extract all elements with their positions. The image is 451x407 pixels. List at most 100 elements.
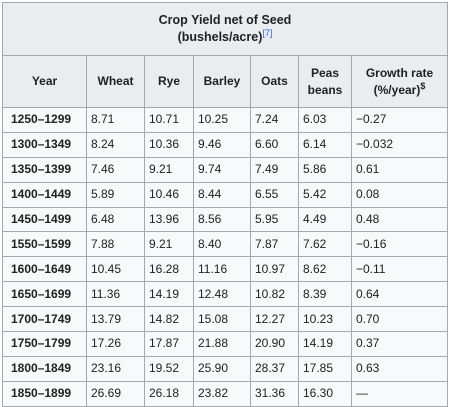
value-cell: 5.86 [298, 156, 352, 183]
table-title: Crop Yield net of Seed [158, 13, 292, 27]
column-header-label: Barley [203, 74, 241, 88]
value-cell: 23.82 [193, 380, 251, 407]
value-cell: 19.52 [144, 355, 194, 382]
column-header-label: Growth rate [365, 65, 434, 80]
period-cell: 1600–1649 [2, 256, 87, 283]
table-subtitle: (bushels/acre) [177, 30, 263, 44]
period-cell: 1800–1849 [2, 355, 87, 382]
column-header-label: Year [31, 74, 58, 88]
column-header-year: Year [2, 55, 87, 108]
value-cell: 17.85 [298, 355, 352, 382]
value-cell: −0.032 [351, 131, 448, 158]
value-cell: 7.49 [250, 156, 299, 183]
column-header-label: Rye [157, 74, 180, 88]
value-cell: 8.71 [86, 107, 145, 133]
value-cell: 10.36 [144, 131, 194, 158]
value-cell: 13.79 [86, 306, 145, 333]
value-cell: 9.74 [193, 156, 251, 183]
value-cell: 21.88 [193, 331, 251, 357]
table-row: 1550–1599 7.88 9.21 8.40 7.87 7.62 −0.16 [2, 231, 448, 258]
value-cell: 28.37 [250, 355, 299, 382]
value-cell: 16.30 [298, 380, 352, 407]
value-cell: 11.36 [86, 281, 145, 308]
value-cell: 31.36 [250, 380, 299, 407]
table-row: 1600–1649 10.45 16.28 11.16 10.97 8.62 −0.11 [2, 256, 448, 283]
value-cell: 10.45 [86, 256, 145, 283]
table-caption: Crop Yield net of Seed (bushels/acre)[7] [2, 2, 448, 56]
value-cell: 9.21 [144, 231, 194, 258]
table-row: 1250–1299 8.71 10.71 10.25 7.24 6.03 −0.27 [2, 107, 448, 133]
value-cell: 6.03 [298, 107, 352, 133]
column-header-wheat: Wheat [86, 55, 145, 108]
value-cell: 7.24 [250, 107, 299, 133]
table-body: 1250–1299 8.71 10.71 10.25 7.24 6.03 −0.27 1300… [2, 107, 448, 407]
value-cell: −0.27 [351, 107, 448, 133]
value-cell: 17.26 [86, 331, 145, 357]
value-cell: 8.24 [86, 131, 145, 158]
value-cell: 10.46 [144, 181, 194, 208]
value-cell: 14.19 [144, 281, 194, 308]
value-cell: 0.64 [351, 281, 448, 308]
value-cell: 12.27 [250, 306, 299, 333]
value-cell: 8.56 [193, 206, 251, 233]
table-row: 1450–1499 6.48 13.96 8.56 5.95 4.49 0.48 [2, 206, 448, 233]
value-cell: 5.95 [250, 206, 299, 233]
value-cell: −0.11 [351, 256, 448, 283]
value-cell: 5.42 [298, 181, 352, 208]
period-cell: 1250–1299 [2, 107, 87, 133]
value-cell: 0.61 [351, 156, 448, 183]
table-row: 1400–1449 5.89 10.46 8.44 6.55 5.42 0.08 [2, 181, 448, 208]
table-row: 1350–1399 7.46 9.21 9.74 7.49 5.86 0.61 [2, 156, 448, 183]
period-cell: 1300–1349 [2, 131, 87, 158]
column-header-label: Oats [261, 74, 288, 88]
value-cell: 5.89 [86, 181, 145, 208]
period-cell: 1450–1499 [2, 206, 87, 233]
value-cell: 9.46 [193, 131, 251, 158]
value-cell: −0.16 [351, 231, 448, 258]
value-cell: 26.69 [86, 380, 145, 407]
value-cell: 6.55 [250, 181, 299, 208]
value-cell: 10.25 [193, 107, 251, 133]
table-row: 1750–1799 17.26 17.87 21.88 20.90 14.19 0.37 [2, 331, 448, 357]
table-row: 1850–1899 26.69 26.18 23.82 31.36 16.30— [2, 380, 448, 407]
table-row: 1800–1849 23.16 19.52 25.90 28.37 17.85 0.63 [2, 355, 448, 382]
value-cell: 0.48 [351, 206, 448, 233]
reference-link[interactable]: [7] [262, 27, 273, 38]
period-cell: 1550–1599 [2, 231, 87, 258]
value-cell: 7.62 [298, 231, 352, 258]
value-cell: 15.08 [193, 306, 251, 333]
column-header-peas: Peas beans [298, 55, 352, 108]
period-cell: 1350–1399 [2, 156, 87, 183]
footnote-marker[interactable]: $ [420, 80, 426, 91]
column-header-sublabel: beans [307, 82, 343, 97]
value-cell: 7.88 [86, 231, 145, 258]
value-cell: 10.71 [144, 107, 194, 133]
period-cell: 1850–1899 [2, 380, 87, 407]
value-cell: 6.48 [86, 206, 145, 233]
period-cell: 1650–1699 [2, 281, 87, 308]
value-cell: 23.16 [86, 355, 145, 382]
value-cell: 26.18 [144, 380, 194, 407]
value-cell: 13.96 [144, 206, 194, 233]
value-cell: 8.44 [193, 181, 251, 208]
value-cell: 10.97 [250, 256, 299, 283]
column-header-sublabel: (%/year) [373, 82, 421, 97]
value-cell: 4.49 [298, 206, 352, 233]
value-cell: 16.28 [144, 256, 194, 283]
value-cell: 0.70 [351, 306, 448, 333]
value-cell: — [351, 380, 448, 407]
value-cell: 7.46 [86, 156, 145, 183]
value-cell: 0.63 [351, 355, 448, 382]
column-header-rye: Rye [144, 55, 194, 108]
value-cell: 8.39 [298, 281, 352, 308]
table-row: 1300–1349 8.24 10.36 9.46 6.60 6.14 −0.032 [2, 131, 448, 158]
value-cell: 12.48 [193, 281, 251, 308]
value-cell: 8.40 [193, 231, 251, 258]
column-header-label: Wheat [97, 74, 134, 88]
period-cell: 1700–1749 [2, 306, 87, 333]
column-header-oats: Oats [250, 55, 299, 108]
value-cell: 14.19 [298, 331, 352, 357]
value-cell: 25.90 [193, 355, 251, 382]
table-row: 1650–1699 11.36 14.19 12.48 10.82 8.39 0.64 [2, 281, 448, 308]
